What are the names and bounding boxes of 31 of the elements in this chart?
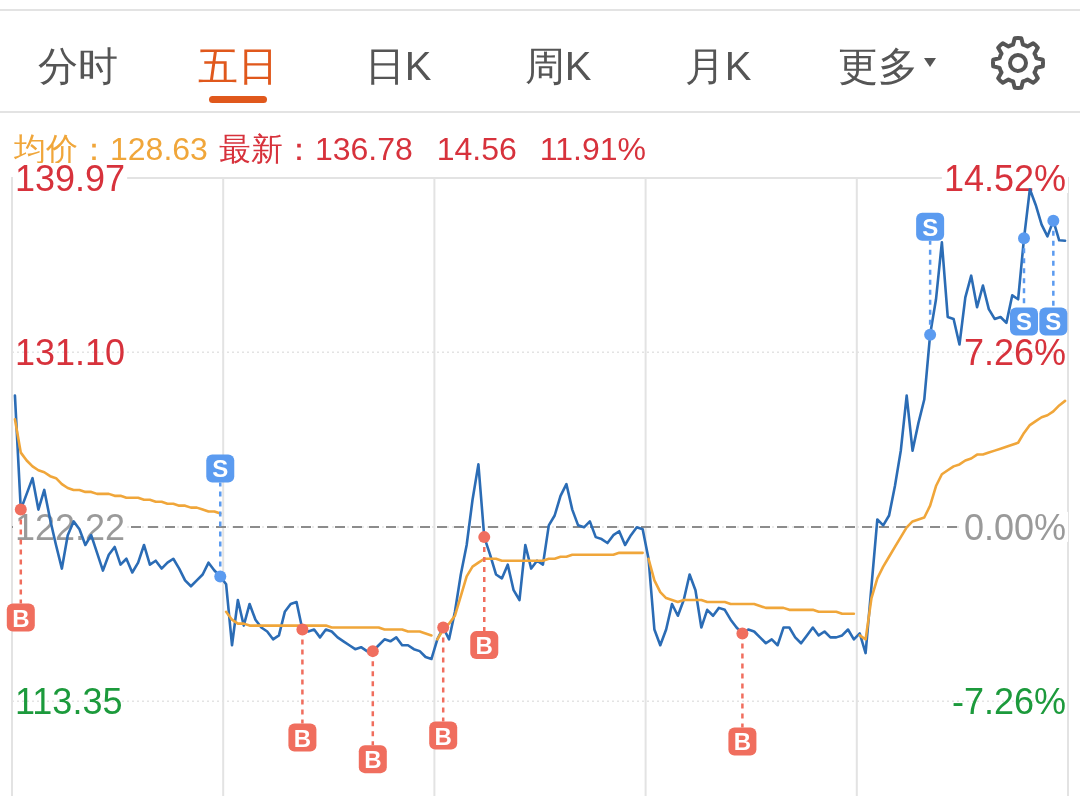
value-label: B [358,745,387,774]
tab-label: 日K [364,44,432,88]
tab-label: 周K [524,44,592,88]
tab-label: 月K [684,44,752,88]
y-tick-label: 113.35 [15,681,123,723]
data-label: B [733,728,752,756]
value-label: B [429,721,458,750]
y2-tick-label: -7.26% [951,681,1066,723]
data-label: B [475,632,493,660]
value-label: B [288,723,317,752]
y2-tick-label: 14.52% [943,158,1066,199]
y-tick-label: 131.10 [15,332,126,374]
value-label: S [1010,307,1038,336]
data-label: S [922,213,939,241]
tab-label: 更多 [838,44,918,88]
data-label: B [364,746,382,774]
quote-label: 11.91% [539,131,646,167]
data-label: B [293,724,312,752]
value-label: S [916,212,945,241]
value-label: B [470,631,499,660]
value-label: S [206,454,235,483]
y2-tick-label: 0.00% [963,506,1066,548]
data-label: B [434,722,452,750]
tab-label: 分时 [38,44,118,88]
data-label: S [212,455,229,483]
value-label: B [728,727,757,756]
tab-label: 五日 [198,44,278,88]
value-label: S [1039,307,1068,336]
quote-label: 最新：136.78 [218,131,413,167]
quote-label: 14.56 [436,131,517,167]
data-label: B [12,604,30,632]
